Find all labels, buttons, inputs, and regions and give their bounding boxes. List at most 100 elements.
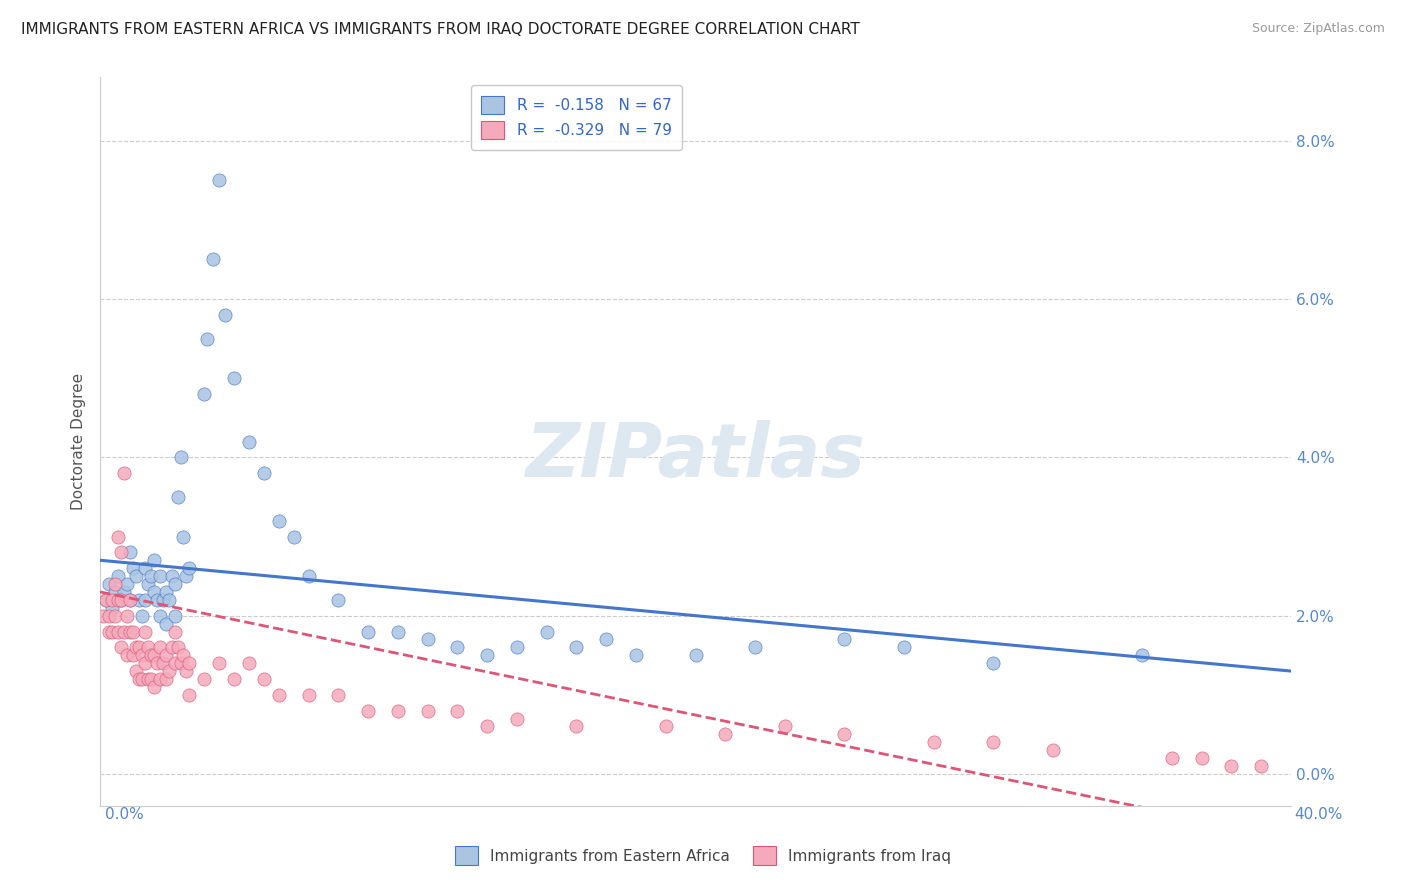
Point: [773, 719, 796, 733]
Point: [981, 735, 1004, 749]
Point: [152, 592, 174, 607]
Point: [104, 585, 127, 599]
Point: [1220, 759, 1243, 773]
Point: [149, 640, 172, 655]
Point: [155, 648, 177, 663]
Point: [744, 640, 766, 655]
Point: [834, 632, 856, 647]
Point: [475, 719, 498, 733]
Point: [214, 308, 236, 322]
Legend: R =  -0.158   N = 67, R =  -0.329   N = 79: R = -0.158 N = 67, R = -0.329 N = 79: [471, 85, 682, 150]
Point: [655, 719, 678, 733]
Point: [101, 624, 124, 639]
Point: [166, 490, 188, 504]
Point: [195, 332, 218, 346]
Point: [193, 387, 215, 401]
Point: [283, 529, 305, 543]
Point: [685, 648, 707, 663]
Point: [1250, 759, 1272, 773]
Text: Source: ZipAtlas.com: Source: ZipAtlas.com: [1251, 22, 1385, 36]
Point: [134, 624, 156, 639]
Point: [357, 704, 380, 718]
Point: [173, 529, 195, 543]
Point: [142, 585, 165, 599]
Point: [1191, 751, 1213, 765]
Point: [176, 569, 198, 583]
Point: [981, 656, 1004, 670]
Point: [166, 640, 188, 655]
Point: [416, 632, 439, 647]
Point: [122, 561, 145, 575]
Point: [357, 624, 380, 639]
Point: [297, 688, 319, 702]
Point: [1161, 751, 1184, 765]
Point: [136, 640, 159, 655]
Text: IMMIGRANTS FROM EASTERN AFRICA VS IMMIGRANTS FROM IRAQ DOCTORATE DEGREE CORRELAT: IMMIGRANTS FROM EASTERN AFRICA VS IMMIGR…: [21, 22, 860, 37]
Point: [104, 577, 127, 591]
Point: [155, 585, 177, 599]
Point: [142, 648, 165, 663]
Point: [157, 664, 180, 678]
Point: [149, 608, 172, 623]
Text: 40.0%: 40.0%: [1295, 807, 1343, 822]
Point: [118, 545, 141, 559]
Point: [224, 672, 246, 686]
Point: [179, 656, 201, 670]
Point: [163, 608, 186, 623]
Point: [145, 656, 167, 670]
Point: [118, 624, 141, 639]
Point: [125, 664, 148, 678]
Point: [122, 624, 145, 639]
Point: [107, 569, 129, 583]
Point: [110, 640, 132, 655]
Legend: Immigrants from Eastern Africa, Immigrants from Iraq: Immigrants from Eastern Africa, Immigran…: [449, 840, 957, 871]
Point: [446, 640, 468, 655]
Point: [115, 648, 138, 663]
Point: [155, 672, 177, 686]
Point: [145, 592, 167, 607]
Point: [253, 466, 276, 480]
Point: [149, 672, 172, 686]
Point: [139, 648, 162, 663]
Point: [110, 592, 132, 607]
Point: [328, 592, 350, 607]
Point: [122, 648, 145, 663]
Point: [125, 569, 148, 583]
Point: [1130, 648, 1153, 663]
Point: [446, 704, 468, 718]
Text: ZIPatlas: ZIPatlas: [526, 419, 866, 492]
Point: [595, 632, 617, 647]
Point: [98, 577, 121, 591]
Point: [136, 577, 159, 591]
Point: [139, 672, 162, 686]
Point: [112, 466, 135, 480]
Point: [169, 450, 191, 465]
Point: [169, 656, 191, 670]
Point: [142, 680, 165, 694]
Point: [98, 608, 121, 623]
Point: [115, 608, 138, 623]
Point: [176, 664, 198, 678]
Point: [155, 616, 177, 631]
Point: [328, 688, 350, 702]
Point: [387, 704, 409, 718]
Point: [110, 592, 132, 607]
Point: [112, 585, 135, 599]
Point: [238, 434, 260, 449]
Point: [193, 672, 215, 686]
Point: [91, 608, 114, 623]
Point: [506, 640, 529, 655]
Point: [128, 592, 150, 607]
Point: [98, 624, 121, 639]
Point: [893, 640, 915, 655]
Point: [416, 704, 439, 718]
Point: [179, 688, 201, 702]
Point: [834, 727, 856, 741]
Point: [142, 553, 165, 567]
Point: [714, 727, 737, 741]
Point: [134, 656, 156, 670]
Point: [139, 569, 162, 583]
Point: [131, 608, 153, 623]
Point: [94, 592, 117, 607]
Point: [1042, 743, 1064, 757]
